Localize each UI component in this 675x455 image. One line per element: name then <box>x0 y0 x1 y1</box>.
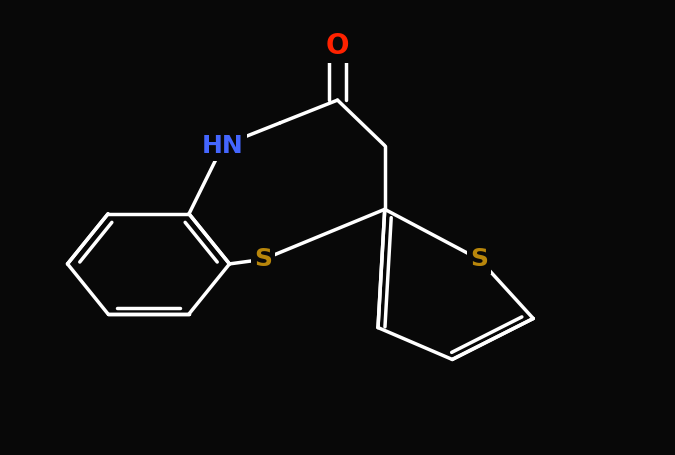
Text: O: O <box>326 31 349 60</box>
Text: S: S <box>470 248 488 271</box>
Text: HN: HN <box>202 134 244 157</box>
Text: S: S <box>254 248 272 271</box>
